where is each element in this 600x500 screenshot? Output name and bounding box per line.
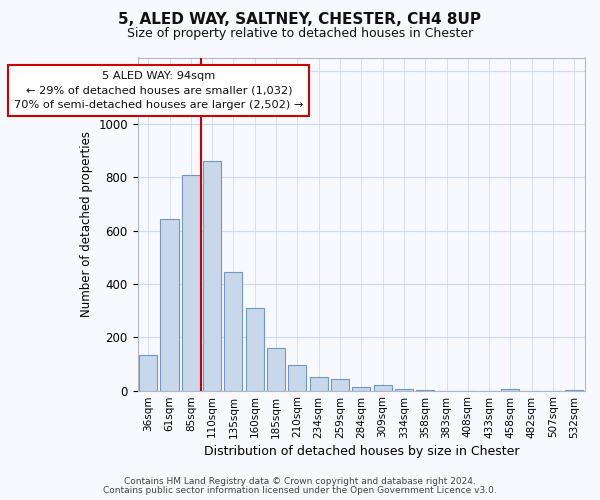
Bar	[224, 272, 242, 390]
Text: 5 ALED WAY: 94sqm
← 29% of detached houses are smaller (1,032)
70% of semi-detac: 5 ALED WAY: 94sqm ← 29% of detached hous…	[14, 71, 304, 110]
Bar	[395, 389, 413, 390]
Bar	[182, 174, 200, 390]
Bar	[267, 348, 285, 391]
Bar	[245, 308, 264, 390]
Bar	[160, 218, 179, 390]
Bar	[288, 366, 307, 390]
Bar	[310, 376, 328, 390]
Text: Contains public sector information licensed under the Open Government Licence v3: Contains public sector information licen…	[103, 486, 497, 495]
Bar	[374, 384, 392, 390]
Y-axis label: Number of detached properties: Number of detached properties	[80, 131, 92, 317]
Bar	[502, 389, 520, 390]
Text: 5, ALED WAY, SALTNEY, CHESTER, CH4 8UP: 5, ALED WAY, SALTNEY, CHESTER, CH4 8UP	[119, 12, 482, 28]
X-axis label: Distribution of detached houses by size in Chester: Distribution of detached houses by size …	[203, 444, 519, 458]
Bar	[203, 162, 221, 390]
Bar	[352, 386, 370, 390]
Text: Size of property relative to detached houses in Chester: Size of property relative to detached ho…	[127, 28, 473, 40]
Bar	[331, 380, 349, 390]
Bar	[139, 354, 157, 390]
Text: Contains HM Land Registry data © Crown copyright and database right 2024.: Contains HM Land Registry data © Crown c…	[124, 477, 476, 486]
